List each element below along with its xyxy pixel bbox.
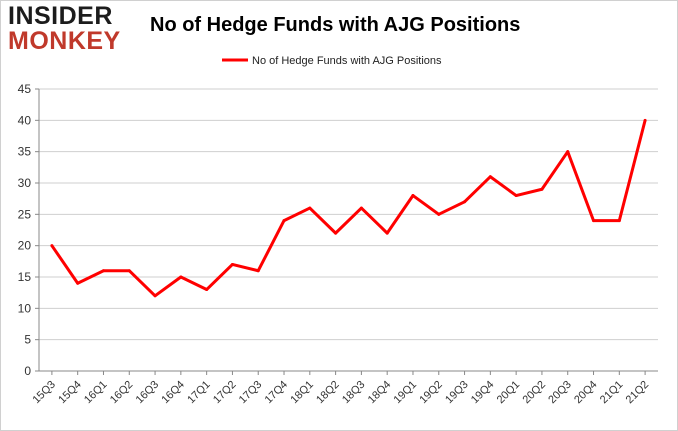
data-point-21Q1: [617, 219, 621, 223]
y-tick-label-5: 5: [24, 333, 31, 347]
data-point-20Q4: [592, 219, 596, 223]
logo-text-monkey: MONKEY: [8, 27, 121, 55]
data-point-20Q2: [540, 187, 544, 191]
x-tick-label-20Q4: 20Q4: [572, 379, 600, 407]
data-point-19Q3: [463, 200, 467, 204]
data-point-17Q2: [230, 262, 234, 266]
x-tick-label-17Q1: 17Q1: [185, 379, 213, 407]
legend: No of Hedge Funds with AJG Positions: [222, 55, 442, 67]
series-line-0: [50, 119, 647, 298]
data-point-20Q3: [566, 150, 570, 154]
axes: [38, 89, 658, 372]
data-point-18Q1: [308, 206, 312, 210]
logo-text-insider: INSIDER: [8, 2, 113, 30]
chart-title: No of Hedge Funds with AJG Positions: [150, 14, 521, 36]
x-tick-label-18Q2: 18Q2: [314, 379, 342, 407]
x-tick-label-20Q3: 20Q3: [546, 379, 574, 407]
data-point-17Q4: [282, 219, 286, 223]
data-point-16Q2: [127, 269, 131, 273]
x-tick-label-17Q4: 17Q4: [263, 379, 291, 407]
y-tick-label-40: 40: [18, 113, 32, 127]
y-tick-label-0: 0: [24, 364, 31, 378]
x-tick-label-16Q3: 16Q3: [134, 379, 162, 407]
x-tick-label-19Q4: 19Q4: [469, 379, 497, 407]
data-point-18Q3: [359, 206, 363, 210]
insider-monkey-logo: INSIDER MONKEY: [8, 3, 128, 55]
x-tick-label-18Q4: 18Q4: [366, 379, 394, 407]
y-tick-label-45: 45: [18, 82, 32, 96]
x-tick-label-20Q1: 20Q1: [495, 379, 523, 407]
x-tick-label-15Q4: 15Q4: [56, 379, 84, 407]
data-point-20Q1: [514, 194, 518, 198]
data-point-16Q4: [179, 275, 183, 279]
x-tick-label-21Q2: 21Q2: [624, 379, 652, 407]
x-tick-label-21Q1: 21Q1: [598, 379, 626, 407]
x-tick-label-18Q3: 18Q3: [340, 379, 368, 407]
x-tick-labels: 15Q315Q416Q116Q216Q316Q417Q117Q217Q317Q4…: [30, 371, 651, 406]
x-tick-label-16Q4: 16Q4: [159, 379, 187, 407]
x-tick-label-19Q1: 19Q1: [392, 379, 420, 407]
x-tick-label-16Q2: 16Q2: [108, 379, 136, 407]
data-point-17Q3: [256, 269, 260, 273]
data-point-16Q1: [101, 269, 105, 273]
data-point-18Q2: [334, 231, 338, 235]
y-tick-label-10: 10: [18, 301, 32, 315]
data-point-18Q4: [385, 231, 389, 235]
x-tick-label-17Q2: 17Q2: [211, 379, 239, 407]
data-point-21Q2: [643, 118, 647, 122]
gridlines: [39, 88, 658, 372]
data-point-19Q2: [437, 212, 441, 216]
y-tick-label-25: 25: [18, 207, 32, 221]
x-tick-label-19Q3: 19Q3: [443, 379, 471, 407]
x-tick-label-16Q1: 16Q1: [82, 379, 110, 407]
x-tick-label-15Q3: 15Q3: [30, 379, 58, 407]
y-tick-label-30: 30: [18, 176, 32, 190]
data-point-19Q1: [411, 194, 415, 198]
data-point-16Q3: [153, 294, 157, 298]
y-tick-label-35: 35: [18, 145, 32, 159]
x-tick-label-20Q2: 20Q2: [521, 379, 549, 407]
legend-label: No of Hedge Funds with AJG Positions: [252, 55, 442, 67]
y-tick-labels: 0 5 10 15 20 25 30 35 40 45: [18, 82, 39, 378]
data-point-19Q4: [488, 175, 492, 179]
y-tick-label-15: 15: [18, 270, 32, 284]
x-tick-label-17Q3: 17Q3: [237, 379, 265, 407]
data-point-15Q4: [76, 281, 80, 285]
x-tick-label-18Q1: 18Q1: [288, 379, 316, 407]
x-tick-label-19Q2: 19Q2: [417, 379, 445, 407]
data-point-15Q3: [50, 244, 54, 248]
data-point-17Q1: [205, 288, 209, 292]
y-tick-label-20: 20: [18, 239, 32, 253]
series-group: [50, 118, 647, 298]
